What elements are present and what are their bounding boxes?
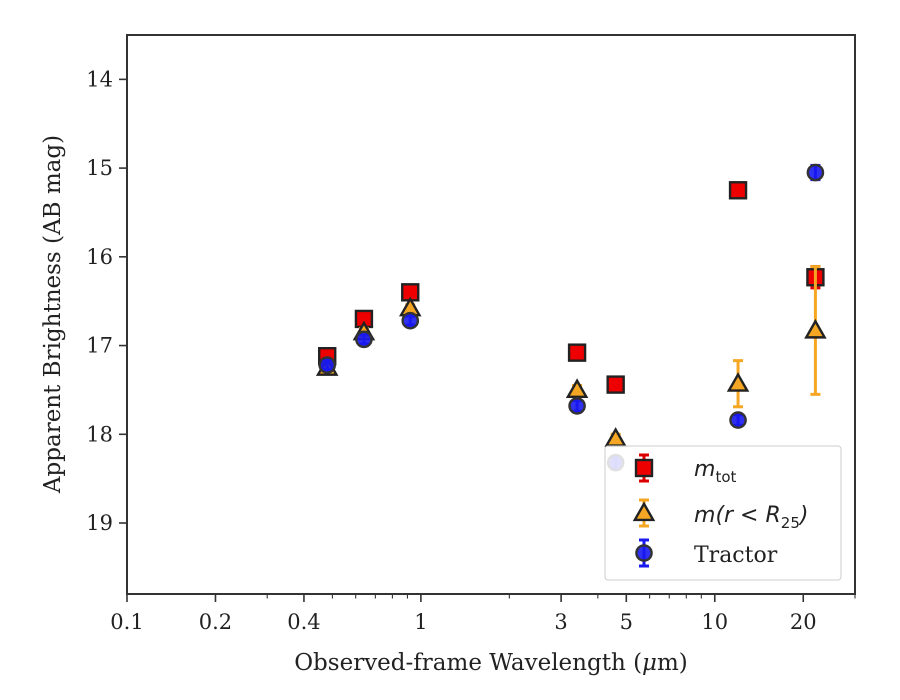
y-axis-label: Apparent Brightness (AB mag): [40, 135, 66, 494]
point-m-tot: [728, 181, 748, 200]
x-tick-label: 0.1: [110, 610, 143, 634]
x-tick-label: 1: [414, 610, 427, 634]
legend-label-tractor: Tractor: [694, 543, 778, 568]
x-axis-label: Observed-frame Wavelength (μm): [294, 650, 688, 676]
point-tractor: [355, 330, 373, 349]
plot-area: [315, 163, 827, 472]
plot-frame: [126, 34, 856, 595]
point-m-tot: [567, 343, 587, 362]
x-tick-label: 10: [701, 610, 728, 634]
point-m-r25: [565, 378, 589, 399]
y-tick-label: 17: [86, 334, 113, 358]
legend-box: [604, 445, 842, 581]
x-tick-label: 3: [554, 610, 567, 634]
point-tractor: [401, 311, 420, 330]
x-tick-label: 5: [620, 610, 633, 634]
legend-markers: [632, 453, 656, 568]
series-tractor: [318, 163, 825, 472]
y-tick-label: 14: [86, 67, 113, 91]
legend: mtot m(r < R25) Tractor: [604, 445, 842, 581]
point-m-r25: [804, 318, 827, 339]
point-m-tot: [606, 375, 625, 394]
point-m-r25: [604, 427, 627, 447]
point-m-r25: [726, 372, 750, 392]
x-tick-label: 0.2: [199, 610, 232, 634]
legend-marker-m-tot: [634, 458, 654, 478]
point-tractor: [318, 356, 337, 374]
series-m-tot: [318, 181, 825, 394]
point-tractor: [806, 163, 825, 182]
legend-marker-m-r25: [632, 501, 656, 522]
y-tick-label: 18: [86, 422, 113, 446]
point-tractor: [729, 411, 747, 429]
x-tick-label: 20: [790, 610, 817, 634]
legend-marker-tractor: [635, 544, 653, 562]
point-tractor: [568, 397, 586, 415]
legend-label-mtot: mtot: [694, 457, 736, 486]
legend-label-m-r25: m(r < R25): [694, 503, 808, 532]
y-tick-label: 19: [86, 511, 113, 535]
y-tick-label: 16: [86, 245, 113, 269]
x-tick-label: 0.4: [287, 610, 320, 634]
axes: 0.1 0.2 0.4 1 3 5 10 20 14 15 16 17 18 19: [86, 34, 856, 634]
y-tick-label: 15: [86, 156, 113, 180]
